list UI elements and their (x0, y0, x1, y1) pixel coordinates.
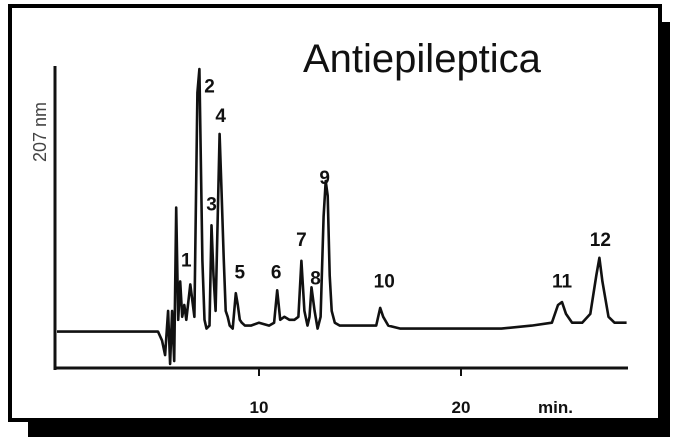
peak-label-10: 10 (374, 271, 395, 292)
peak-label-1: 1 (181, 251, 192, 272)
peak-label-12: 12 (590, 230, 611, 251)
peak-label-3: 3 (206, 195, 217, 216)
peak-label-11: 11 (552, 271, 573, 292)
chromatogram-trace (57, 67, 627, 366)
peak-label-5: 5 (235, 262, 246, 283)
x-axis-ticks: 10 20 (250, 368, 471, 417)
chart-title: Antiepileptica (303, 37, 542, 81)
peak-label-8: 8 (310, 268, 321, 289)
plot-area (57, 67, 627, 366)
x-tick-label: 20 (452, 398, 471, 417)
x-tick-label: 10 (250, 398, 269, 417)
peak-label-9: 9 (319, 168, 330, 189)
frame-border (8, 4, 662, 422)
peak-label-6: 6 (271, 262, 282, 283)
x-axis-label: min. (538, 398, 573, 417)
peak-label-7: 7 (296, 230, 307, 251)
y-axis-label: 207 nm (30, 102, 50, 162)
peak-label-4: 4 (215, 106, 226, 127)
peak-label-2: 2 (204, 77, 215, 98)
